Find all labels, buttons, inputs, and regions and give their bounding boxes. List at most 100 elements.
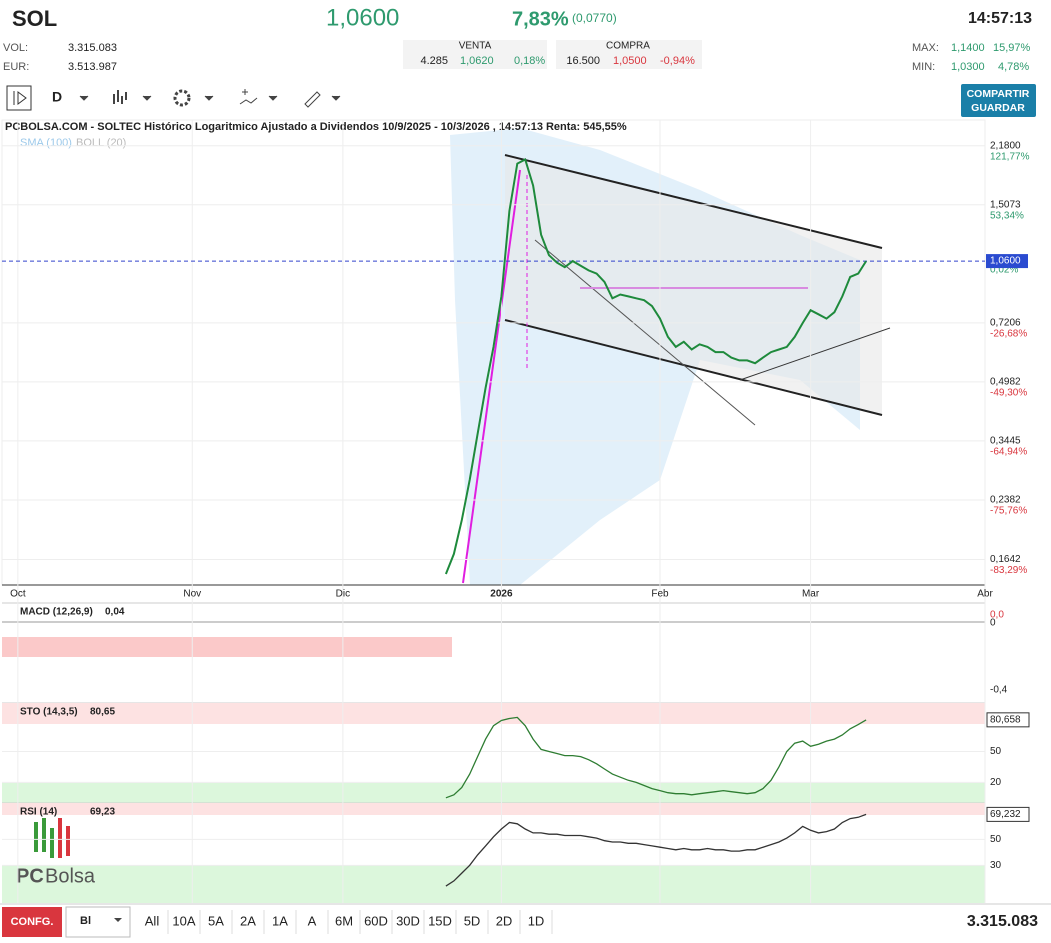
range-button[interactable]: 5D [464, 913, 481, 928]
y-tick-label: 0,1642 [990, 554, 1021, 565]
settings-icon[interactable] [173, 89, 191, 107]
max: 1,1400 [951, 42, 985, 54]
venta-price: 1,0620 [460, 55, 494, 67]
volume-total: 3.315.083 [967, 913, 1038, 930]
y-tick-change: -75,76% [990, 506, 1027, 517]
series-line [445, 716, 867, 799]
y-tick-label: 0,3445 [990, 436, 1021, 447]
current-box [986, 712, 1030, 728]
vol: 3.315.083 [68, 42, 117, 54]
logo-pc: PC [16, 865, 44, 887]
macd-tick: 0,0 [990, 610, 1004, 621]
range-button[interactable]: 1A [272, 913, 288, 928]
indicator-title: STO (14,3,5) [20, 707, 78, 718]
range-button[interactable]: 1D [528, 913, 545, 928]
eur-label: EUR: [3, 61, 29, 73]
series-line [445, 813, 867, 887]
range-button[interactable]: 2D [496, 913, 513, 928]
select-box[interactable] [65, 906, 131, 938]
indicator-value: 69,23 [90, 807, 115, 818]
max-pct: 15,97% [993, 42, 1031, 54]
select-text: Bl [80, 915, 91, 927]
overbought-zone [2, 803, 985, 815]
current-box [986, 806, 1030, 822]
change-abs: (0,0770) [572, 11, 617, 25]
channel-line [504, 319, 883, 416]
macd-tick: 0 [990, 618, 996, 629]
x-tick-label: Mar [802, 589, 820, 600]
channel-fill [505, 155, 882, 415]
y-tick-change: -64,94% [990, 447, 1027, 458]
x-tick-label: Oct [10, 589, 26, 600]
macd-value: 0,04 [105, 607, 125, 618]
dropdown-arrows [79, 95, 341, 101]
x-tick-label: Abr [977, 589, 993, 600]
series-line [444, 158, 867, 575]
y-tick-change: 53,34% [990, 210, 1024, 221]
share-button[interactable] [961, 84, 1036, 117]
trend-line [534, 239, 756, 426]
compra-title: COMPRA [606, 41, 650, 52]
legend-sma: SMA (100) [20, 137, 72, 149]
y-tick-label: 69,232 [990, 809, 1021, 820]
y-tick-change: -49,30% [990, 388, 1027, 399]
x-tick-label: Dic [336, 589, 350, 600]
range-button[interactable]: 10A [172, 913, 195, 928]
chart-title: PCBOLSA.COM - SOLTEC Histórico Logaritmi… [5, 121, 627, 133]
range-button[interactable]: A [308, 913, 317, 928]
config-button[interactable] [2, 907, 62, 937]
y-tick-label: 20 [990, 777, 1002, 788]
y-tick-label: 0,4982 [990, 377, 1021, 388]
x-tick-label: Feb [651, 589, 669, 600]
overbought-zone [2, 703, 985, 724]
x-tick-label: Nov [183, 589, 201, 600]
macd-area [2, 637, 452, 657]
max-label: MAX: [912, 42, 939, 54]
y-tick-change: 121,77% [990, 151, 1030, 162]
range-button[interactable]: 15D [428, 913, 452, 928]
fib-line [462, 169, 521, 584]
clock: 14:57:13 [968, 10, 1032, 27]
interval[interactable]: D [52, 89, 62, 105]
change-pct: 7,83% [512, 8, 569, 30]
indicator-value: 80,65 [90, 707, 115, 718]
y-tick-label: 30 [990, 860, 1002, 871]
compra-price: 1,0500 [613, 55, 647, 67]
y-tick-label: 80,658 [990, 714, 1021, 725]
min-label: MIN: [912, 61, 935, 73]
last-price-box [986, 254, 1028, 269]
vol-label: VOL: [3, 42, 28, 54]
y-tick-label: 50 [990, 746, 1002, 757]
panel-toggle[interactable] [6, 85, 32, 111]
macd-tick: -0,4 [990, 685, 1008, 696]
y-tick-label: 0,7206 [990, 317, 1021, 328]
compra-qty: 16.500 [566, 55, 600, 67]
macd-title: MACD (12,26,9) [20, 607, 93, 618]
x-tick-label: 2026 [490, 589, 513, 600]
last-price-change: 0,02% [990, 265, 1018, 276]
draw-icon[interactable] [304, 91, 321, 108]
range-button[interactable]: All [145, 913, 160, 928]
range-button[interactable]: 5A [208, 913, 224, 928]
venta-box [403, 40, 547, 69]
range-button[interactable]: 6M [335, 913, 353, 928]
trend-line [739, 327, 891, 381]
indicator-icon[interactable] [239, 89, 258, 105]
range-button[interactable]: 60D [364, 913, 388, 928]
y-tick-label: 50 [990, 834, 1002, 845]
venta-pct: 0,18% [514, 55, 545, 67]
price: 1,0600 [326, 4, 399, 31]
select-arrow [114, 918, 122, 922]
chart-type-icon[interactable] [113, 90, 127, 104]
legend-boll: BOLL (20) [76, 137, 126, 149]
y-tick-change: -26,68% [990, 328, 1027, 339]
y-tick-label: 0,2382 [990, 495, 1021, 506]
compra-box [556, 40, 702, 69]
range-button[interactable]: 30D [396, 913, 420, 928]
eur: 3.513.987 [68, 61, 117, 73]
symbol: SOL [12, 6, 57, 31]
last-price-label: 1,0600 [990, 256, 1021, 267]
range-button[interactable]: 2A [240, 913, 256, 928]
min-pct: 4,78% [998, 61, 1029, 73]
